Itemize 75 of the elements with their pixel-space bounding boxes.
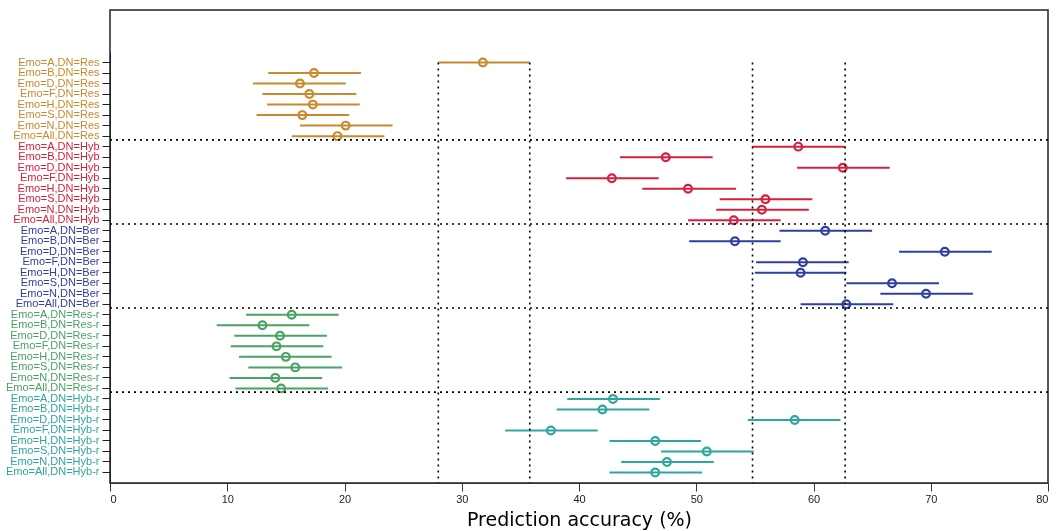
point <box>837 162 848 173</box>
x-tick-label: 0 <box>110 492 117 505</box>
y-tick-label: Emo=H,DN=Res <box>17 97 100 110</box>
y-tick-label: Emo=D,DN=Res <box>17 76 100 89</box>
point <box>650 435 661 446</box>
x-tick-label: 60 <box>807 492 821 505</box>
point <box>793 141 804 152</box>
y-tick-label: Emo=S,DN=Ber <box>20 276 100 289</box>
point <box>257 320 268 331</box>
x-tick-label: 80 <box>1036 492 1049 505</box>
x-tick-label: 50 <box>690 492 703 505</box>
point <box>650 467 661 478</box>
point <box>608 393 618 404</box>
point <box>294 78 305 89</box>
point <box>477 57 488 68</box>
y-tick-label: Emo=B,DN=Ber <box>20 234 100 247</box>
x-tick-label: 70 <box>925 492 938 505</box>
y-tick-label: Emo=H,DN=Ber <box>20 265 100 278</box>
x-tick-label: 40 <box>573 492 586 505</box>
point <box>297 110 308 121</box>
y-tick-label: Emo=F,DN=Res <box>20 87 100 100</box>
x-axis-title: Prediction accuracy (%) <box>466 507 693 530</box>
point <box>887 278 898 289</box>
y-tick-label: Emo=A,DN=Hyb <box>18 139 100 152</box>
y-tick-label: Emo=N,DN=Res-r <box>10 370 100 383</box>
point <box>701 446 712 457</box>
x-tick-label: 30 <box>456 492 469 505</box>
y-tick-label: Emo=A,DN=Hyb-r <box>10 391 100 404</box>
point <box>760 194 771 205</box>
y-tick-label: Emo=F,DN=Ber <box>22 255 100 268</box>
point <box>304 89 315 100</box>
y-tick-label: Emo=B,DN=Res-r <box>10 318 100 331</box>
y-tick-label: Emo=S,DN=Res-r <box>10 360 100 373</box>
point <box>797 257 808 268</box>
y-tick-label: Emo=N,DN=Ber <box>20 286 100 299</box>
point <box>332 131 343 142</box>
y-tick-label: Emo=All,DN=Res-r <box>5 381 100 394</box>
point <box>606 173 617 184</box>
x-tick-label: 20 <box>338 492 352 505</box>
point <box>660 152 671 163</box>
y-tick-label: Emo=All,DN=Ber <box>15 297 100 310</box>
point <box>820 225 831 236</box>
y-tick-label: Emo=H,DN=Res-r <box>10 349 100 362</box>
y-tick-label: Emo=All,DN=Res <box>13 129 100 142</box>
y-tick-label: Emo=A,DN=Res-r <box>10 307 100 320</box>
y-tick-label: Emo=A,DN=Res <box>18 55 100 68</box>
y-tick-label: Emo=F,DN=Res-r <box>12 339 100 352</box>
point <box>271 341 282 352</box>
point <box>661 457 672 467</box>
point <box>683 183 694 194</box>
point <box>276 383 287 394</box>
y-tick-label: Emo=S,DN=Res <box>18 108 100 121</box>
point <box>728 215 739 226</box>
point <box>340 120 351 131</box>
point <box>756 204 767 215</box>
y-tick-label: Emo=D,DN=Ber <box>20 244 100 257</box>
point <box>729 236 740 247</box>
point <box>597 404 608 415</box>
point <box>307 99 318 110</box>
point <box>309 68 319 79</box>
point <box>286 309 297 320</box>
point <box>290 362 301 373</box>
point <box>795 267 806 278</box>
point <box>939 246 950 257</box>
y-tick-label: Emo=B,DN=Res <box>18 66 100 79</box>
y-tick-label: Emo=N,DN=Res <box>17 118 100 131</box>
point <box>789 414 800 425</box>
point <box>270 372 281 383</box>
y-tick-label: Emo=D,DN=Res-r <box>10 328 100 341</box>
point <box>545 425 556 436</box>
point <box>841 299 852 310</box>
x-tick-label: 10 <box>221 492 234 505</box>
point <box>280 351 291 362</box>
point <box>921 288 932 299</box>
point <box>275 330 285 341</box>
